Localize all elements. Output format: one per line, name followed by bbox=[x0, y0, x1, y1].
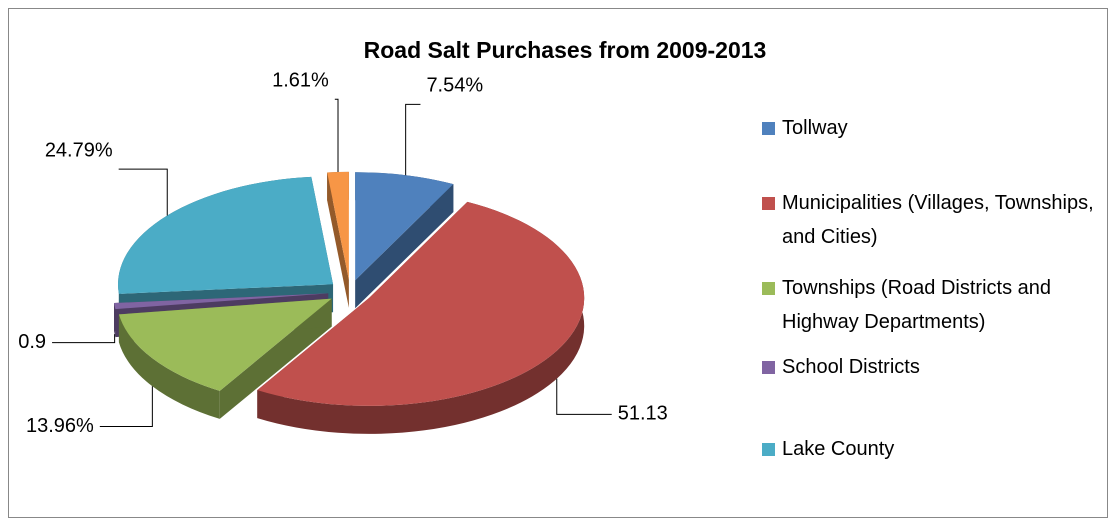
data-label: 1.61% bbox=[272, 70, 329, 92]
leader-line bbox=[334, 98, 339, 173]
legend-label: Municipalities (Villages, Townships, and… bbox=[782, 192, 1094, 248]
legend-item: Townships (Road Districts and Highway De… bbox=[762, 271, 1112, 339]
legend-item: Lake County bbox=[762, 432, 1112, 466]
slice bbox=[327, 171, 349, 280]
chart-title: Road Salt Purchases from 2009-2013 bbox=[364, 37, 767, 63]
slice bbox=[257, 201, 585, 434]
slice bbox=[114, 293, 329, 310]
slice bbox=[118, 298, 332, 391]
legend-label: School Districts bbox=[782, 356, 920, 378]
slice-side bbox=[355, 184, 454, 309]
legend-swatch bbox=[762, 443, 775, 456]
leader-line bbox=[99, 386, 153, 428]
slice-side bbox=[118, 314, 220, 419]
legend-label: Lake County bbox=[782, 438, 895, 460]
leader-line bbox=[52, 334, 116, 344]
leader-line bbox=[405, 103, 421, 176]
legend-item: Tollway bbox=[762, 111, 1112, 145]
legend-swatch bbox=[762, 122, 775, 135]
data-label: 51.13 bbox=[618, 403, 668, 425]
slice bbox=[355, 172, 454, 281]
chart-frame bbox=[8, 8, 1108, 518]
leader-line bbox=[118, 168, 168, 216]
data-label: 13.96% bbox=[26, 415, 94, 437]
slice-side bbox=[327, 172, 349, 308]
legend-item: School Districts bbox=[762, 350, 1112, 384]
legend-label: Tollway bbox=[782, 117, 848, 139]
data-label: 7.54% bbox=[426, 75, 483, 97]
slice bbox=[118, 298, 332, 419]
legend-item: Municipalities (Villages, Townships, and… bbox=[762, 186, 1112, 254]
slice bbox=[355, 172, 454, 309]
slice bbox=[257, 201, 585, 406]
data-label: 0.9 bbox=[18, 331, 46, 353]
legend-swatch bbox=[762, 361, 775, 374]
slice bbox=[118, 176, 334, 294]
legend-label: Townships (Road Districts and Highway De… bbox=[782, 277, 1051, 333]
data-label: 24.79% bbox=[45, 139, 113, 161]
slice-side bbox=[257, 201, 585, 434]
legend-swatch bbox=[762, 197, 775, 210]
leader-line bbox=[556, 378, 612, 415]
slice bbox=[327, 171, 349, 308]
slice-side bbox=[114, 303, 116, 338]
legend-swatch bbox=[762, 282, 775, 295]
